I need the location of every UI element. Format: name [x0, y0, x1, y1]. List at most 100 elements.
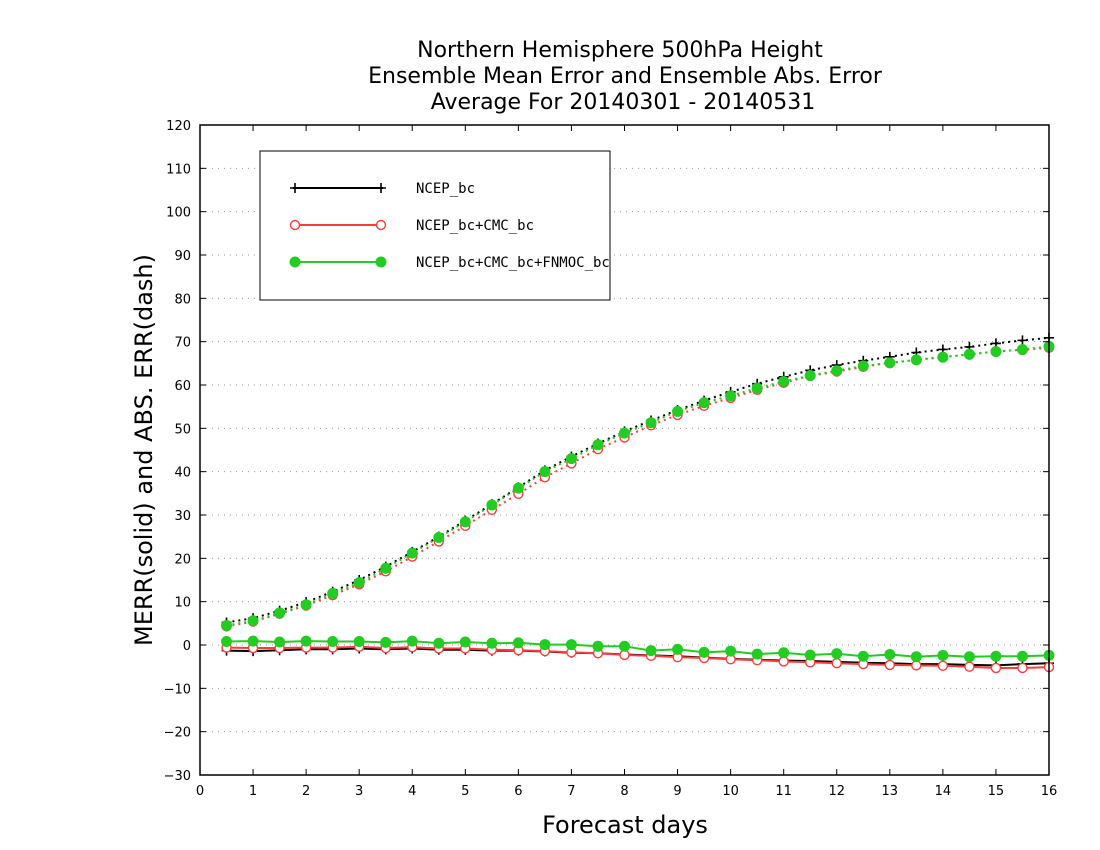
y-tick-label: 110	[166, 162, 191, 177]
mean-error-point	[910, 651, 922, 663]
mean-error-point	[512, 637, 524, 649]
y-tick-label: 80	[174, 292, 191, 307]
mean-error-point	[804, 649, 816, 661]
abs-error-point	[910, 354, 922, 366]
abs-error-point	[380, 562, 392, 574]
abs-error-point	[433, 532, 445, 544]
abs-error-point	[274, 607, 286, 619]
mean-error-point	[857, 650, 869, 662]
mean-error-point	[698, 646, 710, 658]
x-tick-label: 13	[882, 784, 899, 799]
x-tick-label: 1	[249, 784, 257, 799]
x-tick-label: 12	[828, 784, 845, 799]
legend-item-1: NCEP_bc+CMC_bc	[289, 218, 534, 234]
mean-error-point	[274, 636, 286, 648]
abs-error-point	[486, 499, 498, 511]
y-tick-label: 70	[174, 336, 191, 351]
y-tick-label: 100	[166, 206, 191, 221]
mean-error-point	[964, 661, 975, 672]
y-tick-label: −30	[164, 769, 191, 784]
abs-error-point	[592, 439, 604, 451]
y-tick-label: 10	[174, 596, 191, 611]
mean-error-point	[911, 660, 922, 671]
y-tick-label: 20	[174, 552, 191, 567]
mean-error-point	[1016, 650, 1028, 662]
mean-error-point	[353, 636, 365, 648]
mean-error-point	[884, 659, 896, 671]
y-tick-label: 30	[174, 509, 191, 524]
y-tick-label: 50	[174, 422, 191, 437]
mean-error-point	[247, 635, 259, 647]
series-0	[221, 332, 1054, 671]
x-tick-label: 15	[988, 784, 1005, 799]
abs-error-point	[990, 346, 1002, 358]
y-tick-label: 60	[174, 379, 191, 394]
mean-error-point	[990, 662, 1002, 674]
legend-marker	[375, 256, 387, 268]
abs-error-line	[226, 336, 1050, 624]
mean-error-point	[433, 637, 445, 649]
abs-error-point	[857, 360, 869, 372]
mean-error-point	[300, 635, 312, 647]
abs-error-point	[804, 369, 816, 381]
abs-error-point	[645, 417, 657, 429]
y-tick-label: −10	[164, 682, 191, 697]
abs-error-point	[831, 365, 843, 377]
mean-error-point	[990, 650, 1002, 662]
abs-error-point	[300, 599, 312, 611]
abs-error-point	[406, 547, 418, 559]
x-tick-label: 6	[514, 784, 522, 799]
abs-error-point	[353, 577, 365, 589]
mean-error-point	[327, 636, 339, 648]
y-tick-label: 90	[174, 249, 191, 264]
x-tick-label: 3	[355, 784, 363, 799]
abs-error-point	[247, 615, 259, 627]
abs-error-point	[672, 405, 684, 417]
x-tick-label: 5	[461, 784, 469, 799]
x-tick-label: 8	[620, 784, 628, 799]
abs-error-point	[539, 466, 551, 478]
abs-error-line	[226, 346, 1050, 628]
chart-title-line-1: Northern Hemisphere 500hPa Height	[417, 38, 823, 63]
mean-error-point	[778, 656, 789, 667]
y-axis-label: MERR(solid) and ABS. ERR(dash)	[130, 254, 158, 646]
mean-error-point	[406, 635, 418, 647]
mean-error-point	[672, 643, 684, 655]
legend-item-2: NCEP_bc+CMC_bc+FNMOC_bc	[289, 255, 610, 271]
legend-label: NCEP_bc+CMC_bc+FNMOC_bc	[416, 255, 610, 271]
legend-label: NCEP_bc+CMC_bc	[416, 218, 534, 234]
mean-error-point	[565, 639, 577, 651]
mean-error-point	[619, 649, 630, 661]
y-tick-label: 120	[166, 119, 191, 134]
mean-error-point	[831, 658, 842, 669]
abs-error-point	[963, 348, 975, 360]
mean-error-point	[1017, 662, 1028, 674]
x-tick-label: 10	[722, 784, 739, 799]
x-tick-label: 16	[1041, 784, 1058, 799]
chart-title: Northern Hemisphere 500hPa Height Ensemb…	[368, 38, 883, 115]
chart-title-line-3: Average For 20140301 - 20140531	[431, 90, 816, 115]
abs-error-point	[459, 516, 471, 528]
abs-error-point	[725, 390, 737, 402]
legend-marker	[376, 183, 386, 193]
series-1	[221, 342, 1055, 674]
abs-error-point	[1017, 335, 1028, 346]
legend-item-0: NCEP_bc	[290, 181, 475, 197]
abs-error-point	[778, 376, 790, 388]
y-tick-label: 40	[174, 466, 191, 481]
mean-error-point	[459, 636, 471, 648]
x-tick-label: 0	[196, 784, 204, 799]
x-tick-label: 4	[408, 784, 416, 799]
x-tick-label: 7	[567, 784, 575, 799]
abs-error-point	[565, 453, 577, 465]
x-tick-label: 2	[302, 784, 310, 799]
mean-error-point	[831, 648, 843, 660]
x-tick-label: 14	[935, 784, 952, 799]
abs-error-point	[221, 620, 233, 631]
mean-error-point	[725, 645, 737, 657]
legend-marker	[290, 183, 300, 193]
legend-label: NCEP_bc	[416, 181, 475, 197]
mean-error-point	[486, 637, 498, 649]
